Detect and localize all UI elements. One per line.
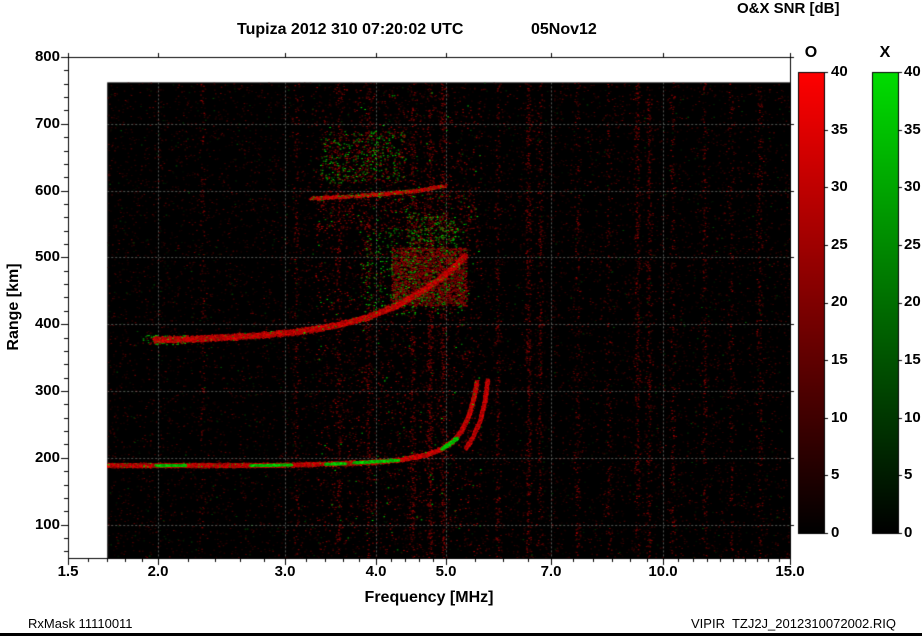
title-date: 05Nov12	[531, 21, 597, 38]
x-colorbar-tick-label: 35	[904, 121, 921, 138]
x-tick-label: 5.0	[435, 563, 457, 580]
o-colorbar-tick-label: 30	[831, 178, 848, 195]
page-title: Tupiza 2012 310 07:20:02 UTC	[237, 21, 464, 38]
x-tick-label: 7.0	[540, 563, 562, 580]
x-tick-label: 1.5	[57, 563, 79, 580]
filename-footer: VIPIR TZJ2J_2012310072002.RIQ	[691, 616, 896, 631]
x-tick-label: 15.0	[775, 563, 805, 580]
x-colorbar-tick-label: 30	[904, 178, 921, 195]
y-tick-label: 800	[34, 48, 60, 65]
x-colorbar-tick-label: 25	[904, 236, 921, 253]
o-colorbar-tick-label: 10	[831, 409, 848, 426]
o-colorbar-tick-label: 20	[831, 293, 848, 310]
y-tick-label: 600	[34, 182, 60, 199]
o-colorbar-tick-label: 15	[831, 351, 848, 368]
x-colorbar-tick-label: 15	[904, 351, 921, 368]
y-tick-label: 200	[34, 449, 60, 466]
o-colorbar-tick-label: 40	[831, 63, 848, 80]
y-tick-label: 100	[34, 516, 60, 533]
x-tick-label: 2.0	[147, 563, 169, 580]
x-colorbar-tick-label: 10	[904, 409, 921, 426]
y-tick-label: 300	[34, 382, 60, 399]
x-tick-label: 10.0	[648, 563, 678, 580]
x-tick-label: 3.0	[274, 563, 296, 580]
x-colorbar-header: X	[879, 44, 891, 61]
y-axis-label: Range [km]	[5, 263, 22, 351]
o-colorbar-tick-label: 35	[831, 121, 848, 138]
y-tick-label: 700	[34, 115, 60, 132]
window-bottom-border	[0, 633, 922, 636]
colorbar-title: O&X SNR [dB]	[737, 0, 840, 17]
o-colorbar-tick-label: 25	[831, 236, 848, 253]
o-colorbar-header: O	[804, 44, 818, 61]
y-tick-label: 400	[34, 315, 60, 332]
x-axis-label: Frequency [MHz]	[364, 589, 494, 606]
x-tick-label: 4.0	[365, 563, 387, 580]
x-colorbar-tick-label: 0	[904, 524, 913, 541]
x-colorbar-tick-label: 5	[904, 466, 913, 483]
rxmask-footer: RxMask 11110011	[28, 616, 133, 631]
o-colorbar-tick-label: 0	[831, 524, 840, 541]
y-tick-label: 500	[34, 248, 60, 265]
x-colorbar-tick-label: 20	[904, 293, 921, 310]
o-colorbar-tick-label: 5	[831, 466, 840, 483]
x-colorbar-tick-label: 40	[904, 63, 921, 80]
